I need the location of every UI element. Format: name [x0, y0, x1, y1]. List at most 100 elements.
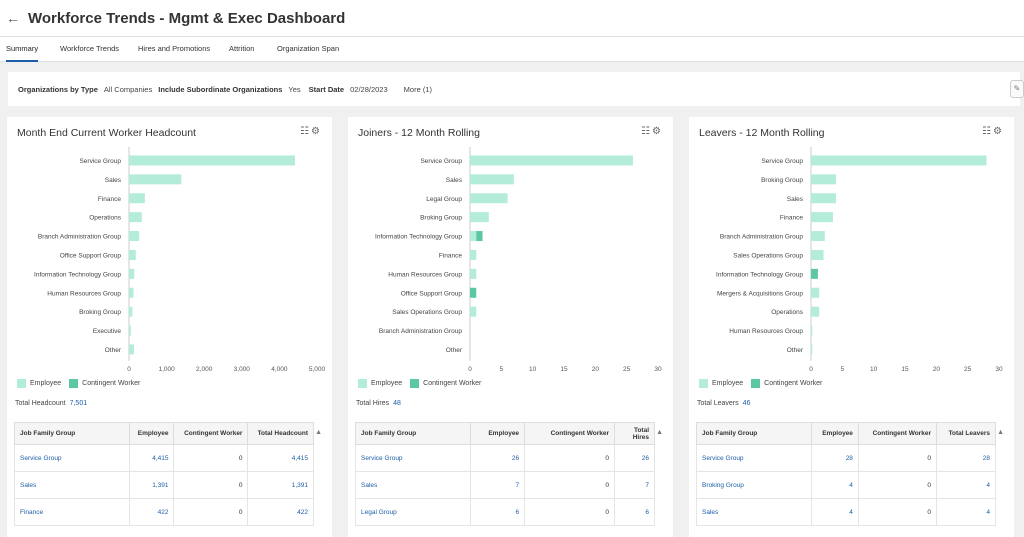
category-label: Broking Group	[79, 309, 121, 316]
more-prompts-link[interactable]: More (1)	[403, 84, 432, 94]
bar-contingent	[470, 287, 477, 298]
bar-employee	[470, 155, 633, 166]
category-label: Executive	[93, 328, 122, 335]
total-headcount: Total Headcount 7,501	[15, 400, 87, 407]
chart-legend: Employee Contingent Worker	[358, 379, 481, 388]
tab-organization-span[interactable]: Organization Span	[277, 44, 340, 53]
row-employee-link[interactable]: 1,391	[128, 471, 175, 499]
card-title: Joiners - 12 Month Rolling	[358, 127, 480, 139]
col-employee[interactable]: Employee	[811, 422, 859, 445]
bar-employee	[811, 249, 824, 260]
start-date-label: Start Date	[308, 84, 345, 94]
row-total-link[interactable]: 4	[935, 471, 997, 499]
bar-employee	[470, 306, 477, 317]
legend-employee-swatch	[17, 379, 26, 388]
category-label: Sales	[105, 177, 122, 184]
row-total-link[interactable]: 7	[614, 471, 655, 499]
row-employee-link[interactable]: 4	[811, 498, 859, 526]
row-group-link[interactable]: Sales	[14, 471, 130, 499]
row-total-link[interactable]: 4,415	[247, 444, 314, 472]
category-label: Finance	[98, 196, 122, 203]
bar-employee	[811, 212, 833, 223]
leavers-bar-chart: Service Group Broking Group Sales Finance Br…	[689, 145, 1014, 375]
scroll-up-icon[interactable]: ▲	[315, 429, 322, 436]
back-arrow-icon[interactable]: ←	[6, 10, 20, 26]
gear-icon[interactable]: ⚙	[311, 126, 322, 137]
row-employee-link[interactable]: 4	[811, 471, 859, 499]
total-hires: Total Hires 48	[356, 400, 401, 407]
table-row: Service Group 4,415 0 4,415	[14, 444, 314, 472]
row-total-link[interactable]: 4	[935, 498, 997, 526]
scroll-up-icon[interactable]: ▲	[997, 429, 1004, 436]
row-group-link[interactable]: Service Group	[696, 444, 812, 472]
row-employee-link[interactable]: 28	[811, 444, 859, 472]
x-tick-label: 10	[529, 366, 537, 373]
row-group-link[interactable]: Sales	[696, 498, 812, 526]
chart-legend: Employee Contingent Worker	[699, 379, 822, 388]
bar-employee	[811, 344, 813, 355]
row-total-link[interactable]: 422	[247, 498, 314, 526]
joiners-card: Joiners - 12 Month Rolling ☷⚙ Service Gr…	[348, 117, 673, 537]
legend-contingent-swatch	[751, 379, 761, 388]
scroll-up-icon[interactable]: ▲	[656, 429, 663, 436]
gear-icon[interactable]: ⚙	[993, 126, 1004, 137]
filter-settings-icon[interactable]: ☷	[982, 126, 994, 137]
col-total[interactable]: Total Headcount	[247, 422, 314, 445]
legend-contingent-label: Contingent Worker	[423, 380, 482, 387]
tab-workforce-trends[interactable]: Workforce Trends	[60, 44, 120, 53]
row-group-link[interactable]: Sales	[355, 471, 471, 499]
row-group-link[interactable]: Broking Group	[696, 471, 812, 499]
col-contingent-worker[interactable]: Contingent Worker	[857, 422, 937, 445]
row-total-link[interactable]: 6	[614, 498, 655, 526]
row-employee-link[interactable]: 26	[469, 444, 526, 472]
total-value-link[interactable]: 46	[742, 400, 751, 407]
col-job-family-group[interactable]: Job Family Group	[696, 422, 812, 445]
row-employee-link[interactable]: 7	[469, 471, 526, 499]
bar-employee	[129, 325, 131, 336]
category-label: Broking Group	[420, 215, 462, 222]
bar-employee	[470, 212, 489, 223]
gear-icon[interactable]: ⚙	[652, 126, 663, 137]
col-job-family-group[interactable]: Job Family Group	[14, 422, 130, 445]
category-label: Service Group	[79, 158, 121, 165]
edit-pencil-icon[interactable]: ✎	[1010, 80, 1024, 98]
row-group-link[interactable]: Finance	[14, 498, 130, 526]
leavers-table: Job Family Group Employee Contingent Wor…	[696, 422, 997, 526]
col-job-family-group[interactable]: Job Family Group	[355, 422, 471, 445]
row-employee-link[interactable]: 6	[469, 498, 526, 526]
category-label: Other	[787, 347, 804, 354]
row-total-link[interactable]: 1,391	[247, 471, 314, 499]
row-total-link[interactable]: 28	[935, 444, 997, 472]
total-value-link[interactable]: 48	[393, 400, 401, 407]
row-group-link[interactable]: Service Group	[355, 444, 471, 472]
chart-svg: Service Group Broking Group Sales Finance Br…	[716, 147, 1003, 373]
row-employee-link[interactable]: 4,415	[128, 444, 175, 472]
legend-employee-label: Employee	[371, 380, 403, 387]
tab-summary[interactable]: Summary	[6, 37, 39, 62]
bar-employee	[129, 268, 135, 279]
col-total[interactable]: Total Leavers	[935, 422, 997, 445]
bar-employee	[129, 212, 142, 223]
row-group-link[interactable]: Legal Group	[355, 498, 471, 526]
bar-employee	[811, 155, 987, 166]
col-total[interactable]: Total Hires	[614, 422, 655, 445]
category-label: Finance	[780, 215, 804, 222]
row-group-link[interactable]: Service Group	[14, 444, 130, 472]
tab-attrition[interactable]: Attrition	[229, 44, 255, 53]
tab-hires-and-promotions[interactable]: Hires and Promotions	[138, 44, 211, 53]
col-employee[interactable]: Employee	[469, 422, 526, 445]
x-tick-label: 30	[995, 366, 1003, 373]
x-tick-label: 2,000	[196, 366, 213, 373]
col-employee[interactable]: Employee	[128, 422, 175, 445]
row-total-link[interactable]: 26	[614, 444, 655, 472]
filter-settings-icon[interactable]: ☷	[641, 126, 653, 137]
bar-contingent	[476, 231, 483, 242]
category-label: Human Resources Group	[729, 328, 803, 335]
col-contingent-worker[interactable]: Contingent Worker	[524, 422, 615, 445]
total-value-link[interactable]: 7,501	[69, 400, 88, 407]
bar-employee	[811, 306, 820, 317]
filter-settings-icon[interactable]: ☷	[300, 126, 312, 137]
table-row: Sales 7 0 7	[355, 471, 655, 499]
row-employee-link[interactable]: 422	[128, 498, 175, 526]
col-contingent-worker[interactable]: Contingent Worker	[173, 422, 249, 445]
